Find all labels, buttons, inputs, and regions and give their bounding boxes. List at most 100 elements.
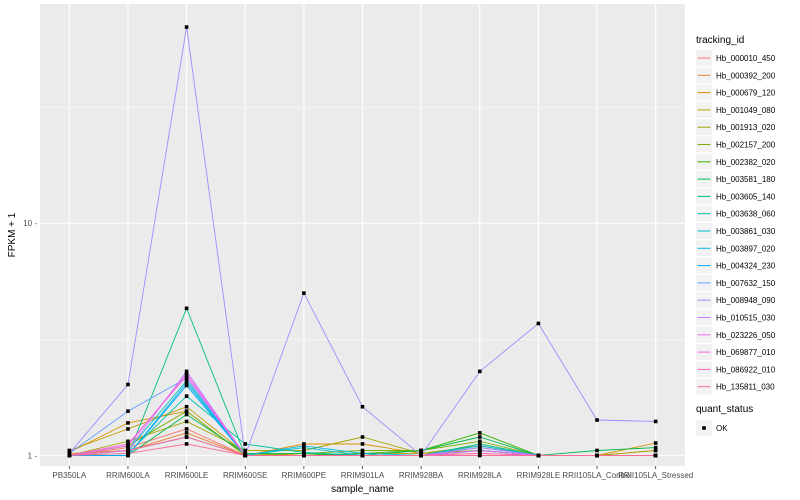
data-point <box>184 374 189 378</box>
legend-item: Hb_023226_050 <box>696 326 776 343</box>
data-point <box>184 376 189 381</box>
legend-item: Hb_001049_080 <box>696 101 776 118</box>
data-point <box>360 404 365 409</box>
legend-item: Hb_003897_020 <box>696 240 776 257</box>
legend-label: Hb_069877_010 <box>716 348 776 357</box>
legend-label: Hb_023226_050 <box>716 331 776 340</box>
legend-item: Hb_003861_030 <box>696 223 776 239</box>
data-point <box>67 453 72 458</box>
legend-label: Hb_008948_090 <box>716 296 776 305</box>
x-tick-label: RRIM600LA <box>106 471 150 480</box>
x-tick-label: RRIM928LE <box>517 471 561 480</box>
legend-item: Hb_001913_020 <box>696 119 776 136</box>
data-point <box>477 442 482 446</box>
data-point <box>184 25 189 29</box>
legend-label: Hb_003605_140 <box>716 192 776 201</box>
data-point <box>477 451 482 456</box>
legend-label: Hb_086922_010 <box>716 365 776 374</box>
data-point <box>477 453 482 458</box>
legend2-key-point <box>702 426 706 430</box>
data-point <box>653 448 658 453</box>
data-point <box>184 435 189 439</box>
legend-item: Hb_003581_180 <box>696 171 776 188</box>
legend2-title: quant_status <box>696 404 753 415</box>
data-point <box>595 448 599 453</box>
legend-label: Hb_000679_120 <box>716 89 776 98</box>
legend-item: Hb_002382_020 <box>696 153 776 170</box>
data-point <box>126 451 130 456</box>
x-tick-label: RRIM600LE <box>165 471 209 480</box>
x-tick-label: PB350LA <box>52 471 86 480</box>
grid-lines <box>40 4 685 466</box>
x-tick-label: RRII105LA_Stressed <box>618 471 693 480</box>
legend-item: Hb_004324_230 <box>696 257 776 274</box>
x-axis: PB350LA RRIM600LA RRIM600LE RRIM600SE RRIM60… <box>52 466 693 480</box>
x-axis-title: sample_name <box>331 484 394 495</box>
data-point <box>126 448 130 453</box>
data-point <box>184 431 189 435</box>
data-point <box>477 439 482 444</box>
data-point <box>243 453 248 458</box>
data-point <box>477 431 482 435</box>
data-point <box>243 451 248 456</box>
data-point <box>419 448 423 453</box>
data-point <box>126 445 130 450</box>
data-point <box>653 453 658 458</box>
data-point <box>360 451 365 456</box>
x-tick-label: RRIM928BA <box>399 471 444 480</box>
y-tick-label: 1 - <box>28 451 38 460</box>
legend-label: Hb_000392_200 <box>716 71 776 80</box>
data-point <box>419 451 423 456</box>
data-point <box>360 435 365 439</box>
legend-item: Hb_003638_060 <box>696 205 776 222</box>
data-point <box>184 404 189 409</box>
legend-item: Hb_086922_010 <box>696 361 776 378</box>
legend-item: Hb_000010_450 <box>696 50 776 66</box>
data-point <box>302 453 306 458</box>
data-point <box>184 412 189 417</box>
legend-label: Hb_001049_080 <box>716 106 776 115</box>
legend-label: Hb_003581_180 <box>716 175 776 184</box>
data-point <box>184 409 189 413</box>
x-tick-label: RRIM901LA <box>341 471 385 480</box>
legend-item: Hb_002157_200 <box>696 136 776 153</box>
data-point <box>653 441 658 445</box>
data-point <box>302 442 306 446</box>
legend-quant-status: quant_status OK <box>696 404 753 436</box>
data-point <box>302 291 306 295</box>
legend-item: Hb_000392_200 <box>696 67 776 84</box>
legend2-item: OK <box>696 420 728 436</box>
data-point <box>477 369 482 374</box>
y-tick-label: 10 - <box>23 219 37 228</box>
data-point <box>477 448 482 453</box>
data-point <box>184 394 189 398</box>
data-point <box>126 442 130 446</box>
data-point <box>184 378 189 383</box>
data-point <box>302 448 306 453</box>
data-point <box>536 321 541 326</box>
legend-item: Hb_069877_010 <box>696 344 776 361</box>
legend-label: Hb_004324_230 <box>716 262 776 271</box>
data-point <box>477 443 482 448</box>
data-point <box>302 450 306 455</box>
x-tick-label: RRII105LA_Control <box>562 471 632 480</box>
data-point <box>184 306 189 311</box>
legend-tracking-id: tracking_id Hb_000010_450 Hb_000392_200 Hb… <box>696 35 776 395</box>
data-point <box>184 369 189 374</box>
data-point <box>595 453 599 458</box>
data-point <box>360 448 365 453</box>
data-point <box>477 445 482 450</box>
legend-item: Hb_010515_030 <box>696 309 776 326</box>
legend-label: Hb_135811_030 <box>716 383 775 392</box>
x-tick-label: RRIM600PE <box>282 471 326 480</box>
legend-label: Hb_001913_020 <box>716 123 776 132</box>
data-point <box>419 453 423 458</box>
legend2-label: OK <box>716 424 728 433</box>
legend-label: Hb_003638_060 <box>716 210 776 219</box>
data-point <box>477 435 482 439</box>
y-axis-title: FPKM + 1 <box>7 212 18 257</box>
data-point <box>184 383 189 388</box>
legend-label: Hb_002382_020 <box>716 158 776 167</box>
legend-title: tracking_id <box>696 35 744 46</box>
